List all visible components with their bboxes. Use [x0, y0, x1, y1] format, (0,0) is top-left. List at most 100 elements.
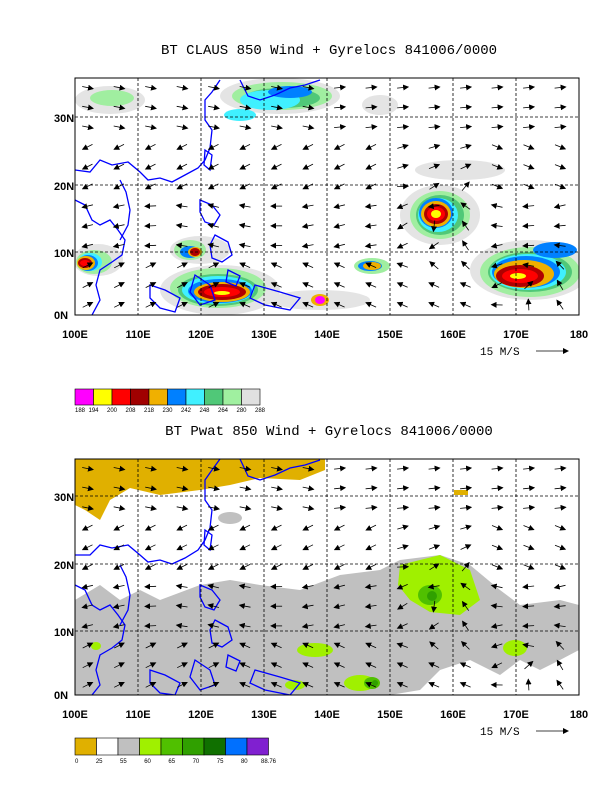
wind-vector: [208, 681, 220, 688]
chart-2-ytick-20n: 20N: [54, 560, 74, 572]
wind-vector: [238, 622, 251, 629]
wind-vector: [238, 242, 251, 249]
wind-vector: [302, 485, 315, 492]
wind-vector: [333, 564, 345, 570]
chart-1-colorbar-swatch: [241, 388, 261, 406]
wind-vector: [365, 163, 377, 170]
chart-1-colorbar-swatch: [111, 388, 131, 406]
wind-vector: [334, 465, 347, 472]
wind-vector: [176, 163, 188, 170]
chart-2-xtick-100e: 100E: [62, 709, 88, 721]
wind-vector: [523, 544, 535, 551]
wind-vector: [491, 564, 504, 570]
wind-vector: [364, 242, 377, 249]
wind-vector: [364, 583, 377, 590]
wind-vector: [175, 242, 188, 249]
chart-2-colorbar-label: 88.76: [261, 759, 277, 765]
wind-vector: [554, 84, 567, 91]
wind-vector: [396, 203, 408, 210]
chart-2-xtick-110e: 110E: [125, 709, 150, 721]
wind-vector: [302, 662, 314, 668]
wind-vector: [428, 301, 440, 308]
wind-vector: [208, 84, 220, 91]
wind-vector: [302, 144, 314, 150]
wind-vector: [491, 662, 503, 669]
wind-vector: [397, 163, 409, 170]
chart-1-xtick-110e: 110E: [125, 329, 150, 341]
wind-vector: [365, 84, 378, 91]
wind-vector: [270, 144, 282, 150]
wind-vector: [302, 163, 314, 170]
wind-vector: [112, 623, 125, 629]
wind-vector: [114, 662, 125, 669]
wind-vector: [270, 564, 282, 570]
wind-vector: [428, 282, 440, 288]
wind-vector: [82, 301, 94, 308]
chart-2-colorbar-swatch: [74, 737, 97, 756]
wind-vector: [176, 124, 189, 131]
wind-vector: [81, 183, 93, 190]
wind-vector: [397, 124, 410, 130]
wind-vector: [397, 183, 410, 190]
chart-1-colorbar-swatch: [93, 388, 113, 406]
wind-vector: [239, 124, 252, 131]
wind-vector: [397, 544, 409, 550]
chart-1-xtick-130e: 130E: [251, 329, 277, 341]
wind-vector: [553, 603, 566, 610]
chart-1-xtick-180: 180: [570, 329, 588, 341]
wind-vector: [208, 124, 220, 131]
wind-vector: [82, 282, 94, 288]
wind-vector: [428, 163, 441, 170]
wind-vector: [208, 505, 220, 511]
wind-vector: [428, 143, 441, 150]
wind-vector: [112, 242, 125, 249]
chart-2-colorbar-label: 70: [193, 759, 200, 765]
chart-2-colorbar-label: 60: [144, 759, 151, 765]
chart-1-colorbar-swatch: [185, 388, 205, 406]
wind-vector: [207, 144, 219, 150]
wind-vector: [431, 220, 438, 233]
wind-vector: [333, 203, 345, 210]
wind-vector: [82, 485, 94, 492]
wind-vector: [270, 544, 282, 551]
wind-vector: [176, 485, 189, 492]
wind-vector: [490, 203, 503, 209]
wind-vector: [208, 262, 220, 269]
wind-vector: [553, 222, 566, 229]
wind-vector: [333, 524, 345, 531]
wind-vector: [145, 301, 157, 308]
wind-vector: [145, 681, 157, 688]
wind-vector: [490, 623, 503, 629]
wind-vector: [81, 544, 93, 551]
wind-vector: [459, 282, 471, 288]
wind-vector: [208, 485, 220, 492]
wind-vector: [176, 505, 189, 511]
wind-vector: [428, 124, 441, 130]
wind-vector: [81, 223, 93, 229]
wind-vector: [82, 662, 94, 669]
wind-vector: [82, 124, 94, 131]
wind-vector: [113, 163, 125, 170]
chart-2-reference-label: 15 M/S: [480, 727, 520, 739]
wind-vector: [460, 163, 472, 170]
wind-vector: [365, 544, 377, 551]
wind-vector: [113, 183, 125, 190]
wind-vector: [428, 662, 440, 668]
wind-vector: [271, 124, 283, 131]
wind-vector: [114, 262, 125, 269]
wind-vector: [490, 222, 503, 229]
wind-vector: [144, 203, 157, 210]
wind-vector: [145, 104, 157, 111]
chart-1-xtick-150e: 150E: [377, 329, 403, 341]
chart-1-xtick-170e: 170E: [503, 329, 529, 341]
wind-vector: [554, 183, 567, 190]
wind-vector: [81, 242, 93, 249]
wind-vector: [81, 163, 93, 170]
wind-vector: [462, 620, 469, 631]
wind-vector: [113, 564, 125, 570]
wind-vector: [239, 485, 252, 492]
chart-1-xtick-120e: 120E: [188, 329, 214, 341]
wind-vector: [556, 299, 564, 310]
wind-vector: [81, 203, 93, 210]
chart-1-colorbar-swatch: [204, 388, 224, 406]
